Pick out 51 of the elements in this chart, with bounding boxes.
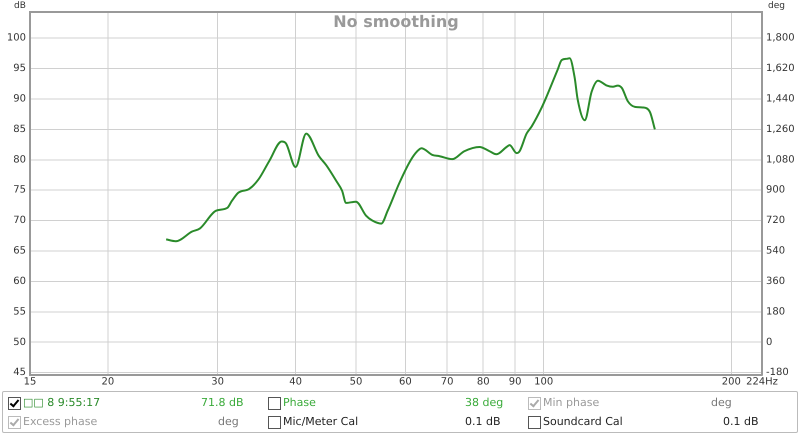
y2-tick-label: 720 [766,215,786,226]
y-tick-label: 50 [13,336,26,348]
text: Excess phase [23,415,98,428]
y-tick-label: 95 [13,63,26,74]
y-tick-label: 75 [13,184,26,196]
y-tick-label: 100 [6,32,26,44]
y2-tick-label: 360 [766,276,786,287]
y2-tick-label: 1,440 [766,94,795,105]
y2-tick-label: 180 [766,306,786,318]
y2-tick-label: 0 [766,336,772,348]
text: 0.1 dB [723,415,759,428]
y2-axis-title: deg [768,0,785,11]
y2-tick-label: 1,260 [766,124,795,135]
x-tick-label: 15 [24,376,36,388]
y-tick-label: 45 [13,367,26,378]
y-tick-label: 80 [13,154,26,166]
y2-tick-label: 540 [766,246,786,257]
text: deg [218,415,239,428]
x-tick-label: 100 [534,376,554,388]
x-tick-label: 40 [289,376,302,388]
y-tick-label: 85 [13,124,26,135]
chart-title: No smoothing [333,12,459,32]
y-tick-label: 70 [13,215,26,226]
y2-tick-label: 1,080 [766,154,795,166]
text: 38 deg [465,396,504,409]
x-tick-label: 70 [440,376,454,388]
text: 71.8 dB [201,396,244,409]
text: Min phase [543,396,600,409]
y-tick-label: 90 [13,94,26,105]
y-tick-label: 65 [13,246,26,257]
y-tick-label: 60 [13,276,26,287]
x-tick-label: 80 [476,376,490,388]
x-tick-label: 224Hz [746,376,778,388]
text: Phase [283,396,316,409]
x-tick-label: 20 [102,376,114,388]
y-axis-title: dB [14,0,26,11]
y2-tick-label: -180 [766,367,789,378]
x-tick-label: 200 [722,376,741,388]
text: 0.1 dB [465,415,501,428]
text: Soundcard Cal [543,415,623,428]
text: Mic/Meter Cal [283,415,358,428]
text: deg [711,396,732,409]
x-tick-label: 30 [211,376,224,388]
y2-tick-label: 900 [766,184,786,196]
x-tick-label: 60 [398,376,412,388]
y-tick-label: 55 [13,306,26,318]
x-tick-label: 50 [350,376,362,388]
y2-tick-label: 1,620 [766,63,795,74]
y2-tick-label: 1,800 [766,32,795,44]
text: □□ 8 9:55:17 [23,396,100,409]
x-tick-label: 90 [508,376,522,388]
